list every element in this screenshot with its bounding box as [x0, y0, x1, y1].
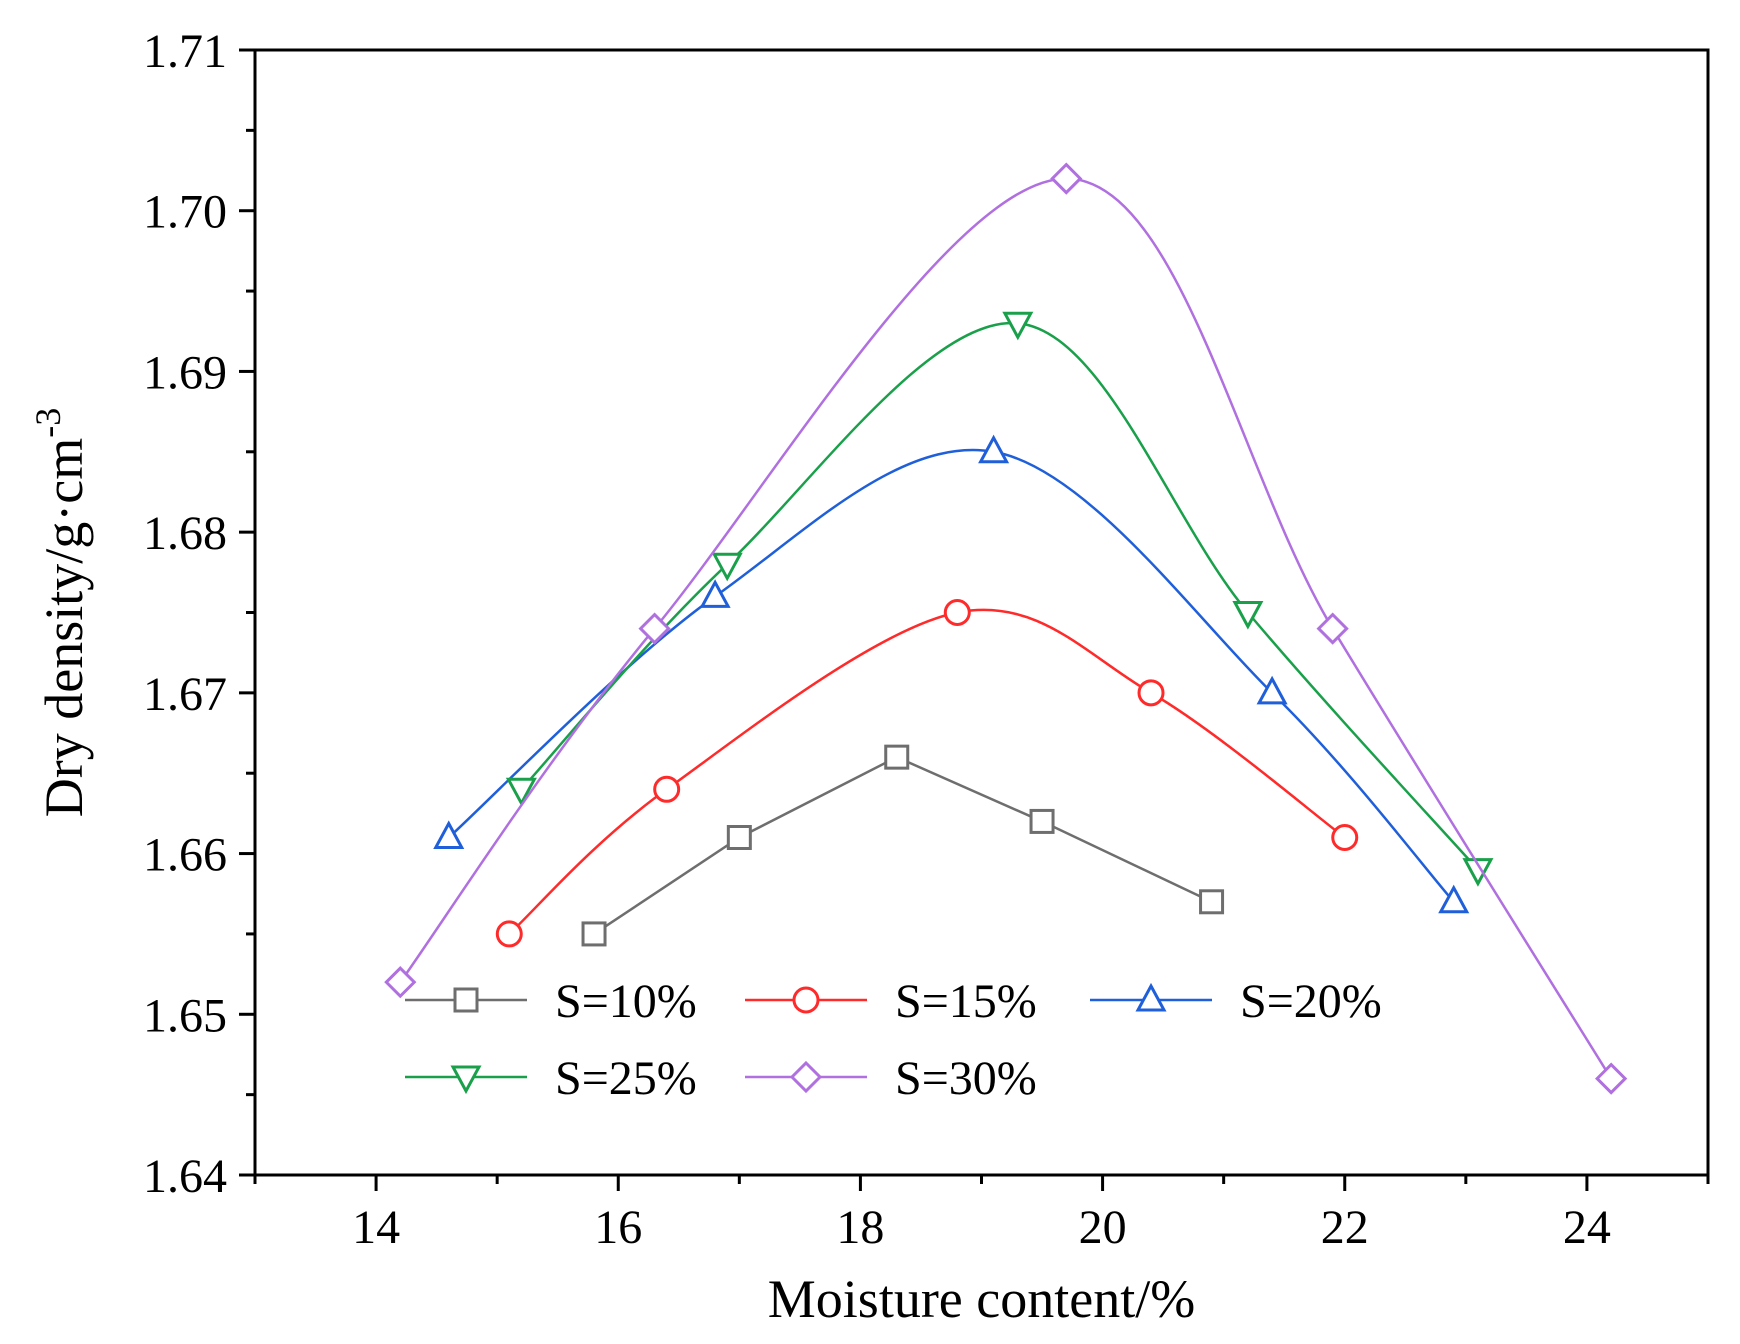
- data-point: [726, 825, 752, 850]
- legend-item: S=30%: [745, 1052, 1037, 1105]
- legend-label: S=20%: [1240, 975, 1382, 1028]
- data-point: [1256, 675, 1288, 705]
- legend-label: S=30%: [895, 1052, 1037, 1105]
- data-point: [653, 775, 681, 803]
- data-point: [433, 820, 465, 849]
- data-point: [1232, 601, 1264, 630]
- legend-item: S=20%: [1090, 975, 1382, 1028]
- data-point: [1331, 824, 1359, 851]
- y-tick-label: 1.66: [143, 829, 227, 882]
- data-point: [1002, 311, 1034, 341]
- x-tick-label: 16: [594, 1201, 642, 1254]
- data-point: [505, 777, 537, 807]
- data-point: [1316, 612, 1349, 645]
- data-point: [978, 434, 1010, 464]
- legend-item: S=10%: [405, 975, 697, 1028]
- y-tick-label: 1.67: [143, 668, 227, 721]
- data-point: [1438, 884, 1470, 914]
- legend-label: S=15%: [895, 975, 1037, 1028]
- data-point: [495, 920, 523, 948]
- legend-marker: [792, 986, 820, 1014]
- x-tick-label: 22: [1321, 1201, 1369, 1254]
- data-point: [699, 579, 731, 608]
- axes-layer: 14 16 18 20 22 24 1.64 1.65 1.66 1.67 1.68 1.69 1.70…: [143, 25, 1710, 1254]
- y-tick-label: 1.68: [143, 507, 227, 560]
- series-S=15%: [495, 599, 1359, 948]
- data-point: [384, 966, 417, 999]
- y-axis-title-superscript: -3: [28, 408, 68, 438]
- x-axis-title: Moisture content/%: [768, 1269, 1195, 1329]
- series-layer: [384, 162, 1628, 1095]
- x-tick-label: 14: [352, 1201, 400, 1254]
- data-point: [1595, 1062, 1628, 1095]
- y-tick-label: 1.64: [143, 1150, 227, 1203]
- x-tick-label: 18: [836, 1201, 884, 1254]
- data-point: [943, 599, 971, 626]
- legend-marker: [453, 987, 479, 1013]
- legend-item: S=25%: [405, 1052, 697, 1105]
- legend-marker: [789, 1060, 823, 1094]
- legend-item: S=15%: [745, 975, 1037, 1028]
- legend-marker: [450, 1065, 482, 1095]
- series-S=20%: [433, 434, 1470, 914]
- data-point: [581, 921, 607, 947]
- series-line: [593, 755, 1213, 935]
- data-point: [884, 744, 910, 770]
- y-tick-label: 1.65: [143, 989, 227, 1042]
- y-axis-title: Dry density/g·cm-3: [28, 408, 94, 817]
- data-point: [1029, 808, 1055, 834]
- y-tick-label: 1.69: [143, 346, 227, 399]
- series-S=30%: [384, 162, 1628, 1095]
- y-tick-label: 1.70: [143, 186, 227, 239]
- data-point: [1199, 889, 1225, 915]
- data-point: [1050, 162, 1083, 195]
- data-point: [711, 552, 743, 582]
- legend: S=10% S=15% S=20% S=25% S=30%: [405, 975, 1382, 1105]
- legend-marker: [1135, 982, 1167, 1012]
- data-point: [1462, 858, 1494, 887]
- y-axis-title-main: Dry density/g·cm: [34, 438, 94, 817]
- series-S=10%: [581, 744, 1225, 947]
- legend-label: S=10%: [555, 975, 697, 1028]
- legend-label: S=25%: [555, 1052, 697, 1105]
- x-tick-label: 20: [1079, 1201, 1127, 1254]
- data-point: [638, 612, 671, 645]
- x-tick-label: 24: [1563, 1201, 1611, 1254]
- data-point: [1137, 679, 1165, 707]
- y-tick-label: 1.71: [143, 25, 227, 78]
